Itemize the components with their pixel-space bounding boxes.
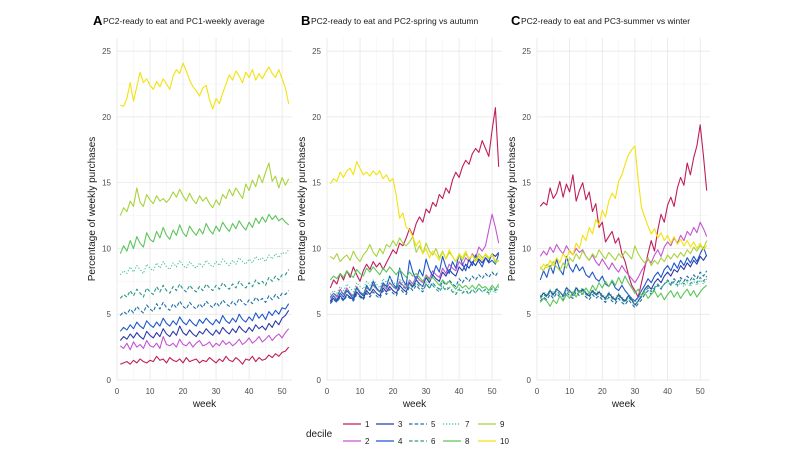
y-tick-label: 15 xyxy=(522,179,531,188)
series-line-decile-10 xyxy=(539,145,708,270)
series-line-decile-2 xyxy=(539,221,708,284)
legend-label-decile-1: 1 xyxy=(365,420,370,429)
panel-letter: C xyxy=(511,13,521,28)
series-line-decile-3 xyxy=(539,254,708,306)
y-tick-label: 20 xyxy=(522,113,531,122)
y-axis-title: Percentage of weekly purchases xyxy=(297,137,308,282)
series-line-decile-5 xyxy=(539,270,708,309)
series-line-decile-1 xyxy=(539,124,708,298)
x-tick-label: 40 xyxy=(663,387,672,396)
legend-label-decile-3: 3 xyxy=(398,420,403,429)
legend-label-decile-4: 4 xyxy=(398,437,403,446)
x-tick-label: 20 xyxy=(179,387,188,396)
y-tick-label: 15 xyxy=(102,179,111,188)
series-line-decile-1 xyxy=(329,107,500,289)
series-line-decile-6 xyxy=(329,282,500,298)
y-tick-label: 15 xyxy=(312,179,321,188)
series-line-decile-4 xyxy=(119,303,290,332)
series-line-decile-10 xyxy=(329,161,499,263)
legend-label-decile-10: 10 xyxy=(500,437,509,446)
series-line-decile-5 xyxy=(329,270,500,305)
legend-label-decile-8: 8 xyxy=(465,437,470,446)
x-tick-label: 0 xyxy=(115,387,120,396)
series-line-decile-1 xyxy=(120,346,290,365)
panel-title: PC2-ready to eat and PC2-spring vs autum… xyxy=(311,16,479,26)
panel-letter: A xyxy=(93,13,103,28)
panel-letter: B xyxy=(301,13,310,28)
x-axis-title: week xyxy=(611,399,636,410)
y-tick-label: 0 xyxy=(107,376,112,385)
series-line-decile-2 xyxy=(119,328,290,351)
x-axis-title: week xyxy=(192,399,217,410)
panel-title: PC2-ready to eat and PC3-summer vs winte… xyxy=(521,16,690,26)
series-line-decile-3 xyxy=(329,252,500,303)
y-tick-label: 25 xyxy=(102,47,111,56)
series-line-decile-8 xyxy=(119,213,290,254)
series-line-decile-5 xyxy=(119,290,290,316)
x-tick-label: 0 xyxy=(535,387,540,396)
x-tick-label: 50 xyxy=(696,387,705,396)
y-tick-label: 20 xyxy=(312,113,321,122)
y-tick-label: 0 xyxy=(527,376,532,385)
x-tick-label: 40 xyxy=(245,387,254,396)
series-line-decile-6 xyxy=(119,269,290,299)
series-line-decile-3 xyxy=(119,310,290,341)
series-line-decile-9 xyxy=(539,240,708,272)
y-tick-label: 10 xyxy=(312,244,321,253)
x-axis-title: week xyxy=(402,399,427,410)
legend-label-decile-9: 9 xyxy=(500,420,505,429)
x-tick-label: 40 xyxy=(455,387,464,396)
panel-title: PC2-ready to eat and PC1-weekly average xyxy=(103,16,265,26)
x-tick-label: 20 xyxy=(389,387,398,396)
series-line-decile-6 xyxy=(539,275,708,306)
series-line-decile-7 xyxy=(119,249,290,276)
y-tick-label: 25 xyxy=(312,47,321,56)
x-tick-label: 30 xyxy=(630,387,639,396)
series-line-decile-9 xyxy=(119,162,290,216)
panel-b: 0 5 10 15 20 25 0 10 20 30 40 50 week Percentage of w… xyxy=(297,13,502,410)
y-tick-label: 0 xyxy=(317,376,322,385)
panel-c: 0 5 10 15 20 25 0 10 20 30 40 50 week Percentage of w… xyxy=(507,13,710,410)
x-tick-label: 10 xyxy=(565,387,574,396)
x-tick-label: 50 xyxy=(488,387,497,396)
series-line-decile-10 xyxy=(120,62,290,110)
series-line-decile-8 xyxy=(329,266,500,292)
y-axis-title: Percentage of weekly purchases xyxy=(87,137,98,282)
x-tick-label: 30 xyxy=(212,387,221,396)
y-tick-label: 5 xyxy=(107,310,112,319)
y-tick-label: 5 xyxy=(527,310,532,319)
y-tick-label: 25 xyxy=(522,47,531,56)
y-tick-label: 20 xyxy=(102,113,111,122)
y-axis-title: Percentage of weekly purchases xyxy=(507,137,518,282)
panel-a: 0 5 10 15 20 25 0 10 20 30 40 50 week Percentage of w… xyxy=(87,13,292,410)
legend-title: decile xyxy=(306,429,333,440)
x-tick-label: 30 xyxy=(422,387,431,396)
y-tick-label: 10 xyxy=(102,244,111,253)
x-tick-label: 10 xyxy=(356,387,365,396)
legend: decile 1 2 3 4 5 6 7 8 9 10 xyxy=(306,420,509,446)
x-tick-label: 50 xyxy=(278,387,287,396)
legend-label-decile-6: 6 xyxy=(431,437,436,446)
y-tick-label: 5 xyxy=(317,310,322,319)
legend-label-decile-2: 2 xyxy=(365,437,370,446)
x-tick-label: 0 xyxy=(325,387,330,396)
series-line-decile-7 xyxy=(329,276,500,296)
series-line-decile-8 xyxy=(539,275,708,307)
x-tick-label: 20 xyxy=(598,387,607,396)
y-tick-label: 10 xyxy=(522,244,531,253)
legend-label-decile-5: 5 xyxy=(431,420,436,429)
legend-label-decile-7: 7 xyxy=(465,420,470,429)
x-tick-label: 10 xyxy=(146,387,155,396)
